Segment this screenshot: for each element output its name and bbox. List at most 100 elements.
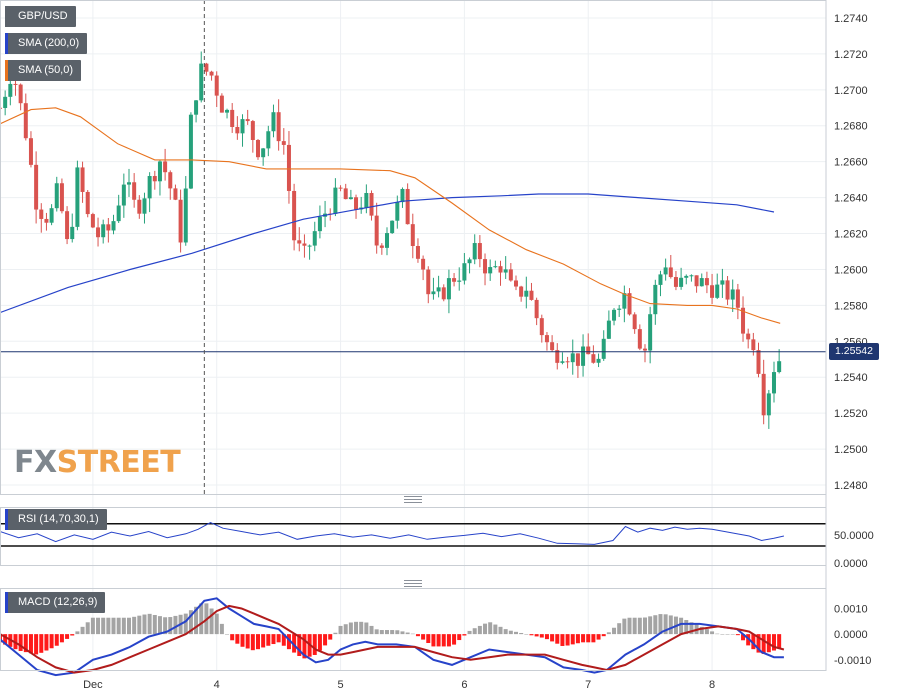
macd-hist-bar bbox=[219, 623, 224, 635]
price-tick-label: 1.2660 bbox=[834, 157, 868, 169]
date-tick-label: 4 bbox=[214, 679, 220, 691]
macd-hist-bar bbox=[261, 634, 266, 648]
candle-body bbox=[544, 335, 549, 343]
macd-hist-bar bbox=[183, 613, 188, 635]
macd-hist-bar bbox=[493, 624, 498, 635]
macd-hist-bar bbox=[421, 634, 426, 640]
macd-line bbox=[0, 597, 784, 677]
price-tick-label: 1.2680 bbox=[834, 121, 868, 133]
macd-resize-handle[interactable] bbox=[404, 580, 422, 587]
rsi-levels bbox=[0, 522, 826, 547]
macd-hist-bar bbox=[400, 631, 405, 635]
macd-hist-bar bbox=[168, 617, 173, 635]
macd-hist-bar bbox=[374, 629, 379, 635]
macd-hist-bar bbox=[395, 630, 400, 635]
macd-hist-bar bbox=[596, 634, 601, 640]
macd-hist-bar bbox=[431, 634, 436, 647]
macd-hist-bar bbox=[121, 617, 126, 635]
macd-hist-bar bbox=[276, 634, 281, 643]
macd-hist-bar bbox=[534, 634, 539, 637]
candle-body bbox=[503, 269, 508, 273]
macd-hist-bar bbox=[503, 629, 508, 635]
macd-hist-bar bbox=[147, 613, 152, 635]
candle-body bbox=[689, 275, 694, 277]
macd-hist-bar bbox=[544, 634, 549, 640]
candle-body bbox=[617, 308, 622, 310]
macd-hist-bar bbox=[410, 633, 415, 635]
candle-body bbox=[581, 346, 586, 366]
macd-hist-bar bbox=[390, 630, 395, 635]
macd-hist-bar bbox=[44, 634, 49, 651]
macd-hist-bar bbox=[266, 634, 271, 646]
date-tick-label: 7 bbox=[585, 679, 591, 691]
macd-hist-bar bbox=[194, 606, 199, 635]
macd-hist-bar bbox=[725, 634, 730, 635]
candle-body bbox=[575, 353, 580, 366]
candle-body bbox=[142, 198, 147, 214]
candle-body bbox=[178, 199, 183, 243]
macd-hist-bar bbox=[446, 634, 451, 647]
macd-hist-bar bbox=[333, 632, 338, 635]
candle-body bbox=[157, 161, 162, 182]
candle-body bbox=[317, 216, 322, 232]
macd-histogram bbox=[0, 603, 782, 659]
macd-hist-bar bbox=[85, 622, 90, 635]
candle-body bbox=[766, 393, 771, 416]
pair-label: GBP/USD bbox=[5, 6, 76, 27]
price-tick-label: 1.2700 bbox=[834, 85, 868, 97]
candle-body bbox=[194, 100, 199, 115]
macd-tick-label: 0.0000 bbox=[834, 629, 868, 641]
legend-sma-50: SMA (50,0) bbox=[5, 60, 82, 81]
rsi-resize-handle[interactable] bbox=[404, 496, 422, 503]
candle-body bbox=[54, 183, 59, 209]
macd-hist-bar bbox=[157, 616, 162, 635]
candle-body bbox=[173, 188, 178, 200]
candle-body bbox=[271, 112, 276, 132]
macd-hist-bar bbox=[668, 615, 673, 635]
candle-body bbox=[410, 224, 415, 247]
candle-body bbox=[627, 293, 632, 315]
macd-hist-bar bbox=[462, 634, 467, 636]
candle-body bbox=[400, 188, 405, 203]
candle-body bbox=[658, 274, 663, 285]
candle-body bbox=[632, 314, 637, 330]
candle-body bbox=[426, 269, 431, 295]
rsi-line bbox=[0, 522, 785, 545]
current-price-tag: 1.25542 bbox=[829, 343, 879, 361]
candle-body bbox=[255, 140, 260, 158]
candle-body bbox=[570, 353, 575, 363]
macd-hist-bar bbox=[116, 617, 121, 635]
candle-body bbox=[90, 214, 95, 228]
candle-body bbox=[694, 275, 699, 287]
candle-body bbox=[735, 289, 740, 308]
candle-body bbox=[34, 164, 39, 210]
candle-body bbox=[261, 148, 266, 158]
candle-body bbox=[214, 75, 219, 96]
macd-hist-bar bbox=[457, 634, 462, 641]
sma-200-line bbox=[0, 193, 775, 314]
rsi-tick-label: 0.0000 bbox=[834, 558, 868, 570]
candle-body bbox=[276, 112, 281, 142]
candle-body bbox=[513, 280, 518, 287]
candle-body bbox=[467, 259, 472, 264]
candle-body bbox=[462, 263, 467, 281]
macd-hist-bar bbox=[622, 618, 627, 635]
candle-body bbox=[741, 307, 746, 334]
macd-hist-bar bbox=[436, 634, 441, 647]
candle-body bbox=[240, 119, 245, 134]
candle-body bbox=[8, 83, 13, 97]
fxstreet-logo: FXSTREET bbox=[14, 445, 181, 480]
macd-hist-bar bbox=[90, 617, 95, 635]
candle-body bbox=[550, 342, 555, 351]
candle-body bbox=[746, 333, 751, 340]
candle-body bbox=[586, 346, 591, 355]
macd-hist-bar bbox=[250, 634, 255, 651]
macd-hist-bar bbox=[384, 630, 389, 635]
macd-hist-bar bbox=[96, 617, 101, 635]
macd-hist-bar bbox=[715, 633, 720, 635]
price-tick-label: 1.2620 bbox=[834, 229, 868, 241]
candle-body bbox=[436, 287, 441, 292]
candle-body bbox=[354, 197, 359, 210]
macd-hist-bar bbox=[230, 634, 235, 641]
candlestick-series bbox=[0, 51, 782, 429]
